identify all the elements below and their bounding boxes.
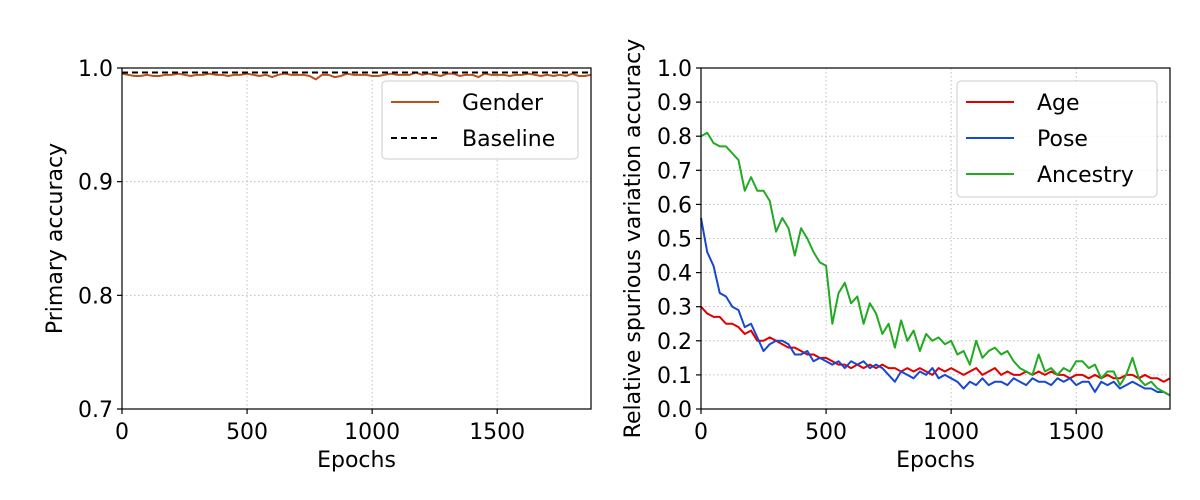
y-tick-label: 0.6 [657,193,692,218]
x-tick-label: 1000 [344,420,400,445]
y-tick-label: 0.9 [657,91,692,116]
y-tick-label: 0.1 [657,364,692,389]
y-tick-label: 0.9 [78,171,113,196]
y-tick-label: 0.2 [657,330,692,355]
y-axis-label: Primary accuracy [43,143,68,334]
y-tick-label: 0.5 [657,228,692,253]
legend-label-pose: Pose [1037,127,1088,152]
x-axis-label: Epochs [317,448,396,473]
y-axis-label: Relative spurious variation accuracy [621,39,646,439]
legend-box [956,80,1158,198]
series-line-gender [121,71,592,81]
legend-label-age: Age [1037,91,1080,116]
y-tick-label: 0.7 [657,159,692,184]
plot-area [121,71,592,81]
y-tick-label: 0.3 [657,296,692,321]
legend-box [381,80,579,160]
plot-area [700,131,1171,397]
plot-frame [121,67,592,410]
y-tick-label: 1.0 [78,57,113,82]
axis-ticks: 0 500 1000 1500 0.7 0.8 0.9 1.0 [78,57,525,445]
spurious-variation-chart: 0 500 1000 1500 0.0 0.1 0.2 0.3 0.4 0.5 0.6 0.7 0.8 0… [621,39,1171,473]
legend-label-gender: Gender [462,91,544,116]
y-tick-label: 0.4 [657,262,692,287]
x-tick-label: 1500 [469,420,525,445]
x-tick-label: 500 [226,420,268,445]
y-tick-label: 0.7 [78,398,113,423]
x-tick-label: 1500 [1048,420,1104,445]
y-tick-label: 0.8 [78,284,113,309]
series-line-pose [700,217,1171,397]
legend-label-ancestry: Ancestry [1037,163,1134,188]
legend: Age Pose Ancestry [956,80,1158,198]
legend-label-baseline: Baseline [462,127,555,152]
axis-ticks: 0 500 1000 1500 0.0 0.1 0.2 0.3 0.4 0.5 0.6 0.7 0.8 0… [657,57,1104,445]
x-axis-label: Epochs [896,448,975,473]
x-tick-label: 0 [694,420,708,445]
series-line-ancestry [700,131,1171,397]
primary-accuracy-chart: 0 500 1000 1500 0.7 0.8 0.9 1.0 Epochs Primary ac… [43,57,592,473]
x-tick-label: 1000 [923,420,979,445]
y-tick-label: 1.0 [657,57,692,82]
y-tick-label: 0.8 [657,125,692,150]
legend: Gender Baseline [381,80,579,160]
y-tick-label: 0.0 [657,398,692,423]
x-tick-label: 0 [115,420,129,445]
x-tick-label: 500 [805,420,847,445]
